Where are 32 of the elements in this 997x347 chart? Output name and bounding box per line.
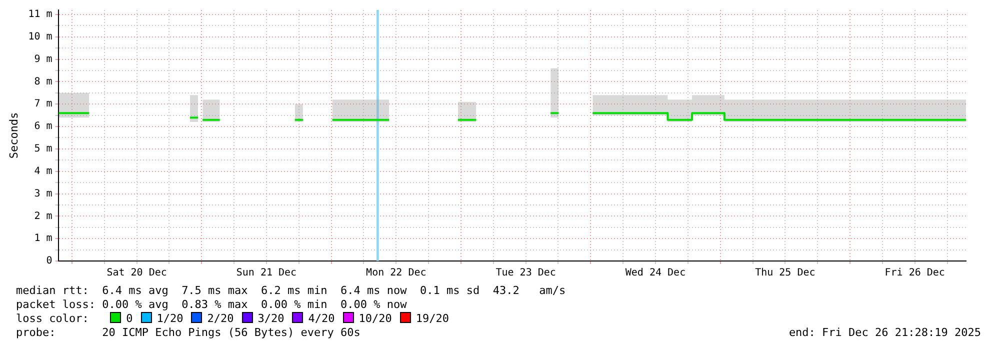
x-tick-label: Thu 25 Dec — [755, 268, 816, 279]
y-tick-label: 9 m — [34, 54, 52, 65]
x-tick-label: Tue 23 Dec — [496, 268, 556, 279]
y-tick-label: 7 m — [34, 98, 52, 110]
y-tick-label: 1 m — [34, 233, 52, 244]
legend-label: 4/20 — [308, 312, 335, 325]
y-tick-label: 2 m — [34, 210, 52, 222]
legend-label: 3/20 — [258, 312, 284, 325]
x-tick-label: Sat 20 Dec — [106, 268, 167, 279]
legend-label: 2/20 — [207, 312, 234, 325]
text: loss color: — [16, 312, 89, 325]
text: packet loss: 0.00 % avg 0.83 % max 0.00 % min 0.00 % now — [16, 298, 407, 312]
text: median rtt: 6.4 ms avg 7.5 ms max 6.2 ms min 6.4 ms now 0.1 ms sd 43.2 am/s — [16, 284, 566, 298]
legend-label: 19/20 — [416, 312, 449, 325]
x-tick-label: Mon 22 Dec — [366, 268, 426, 279]
x-tick-label: Fri 26 Dec — [884, 268, 945, 279]
y-tick-label: 11 m — [28, 9, 52, 20]
text: end: Fri Dec 26 21:28:19 2025 — [788, 326, 981, 340]
y-tick-label: 4 m — [34, 166, 52, 177]
y-tick-label: 5 m — [34, 144, 52, 155]
y-tick-label: 8 m — [34, 76, 52, 88]
y-tick-label: 10 m — [28, 31, 52, 42]
legend-label: 0 — [126, 312, 133, 325]
legend-label: 1/20 — [156, 312, 184, 325]
text: probe: 20 ICMP Echo Pings (56 Bytes) every 60s — [16, 326, 360, 340]
legend-label: 10/20 — [358, 312, 392, 325]
y-tick-label: 6 m — [34, 121, 52, 132]
y-axis-title: Seconds — [7, 112, 20, 159]
y-tick-label: 0 — [46, 256, 52, 267]
x-tick-label: Wed 24 Dec — [625, 268, 686, 279]
y-tick-label: 3 m — [34, 188, 52, 200]
x-tick-label: Sun 21 Dec — [236, 268, 297, 279]
